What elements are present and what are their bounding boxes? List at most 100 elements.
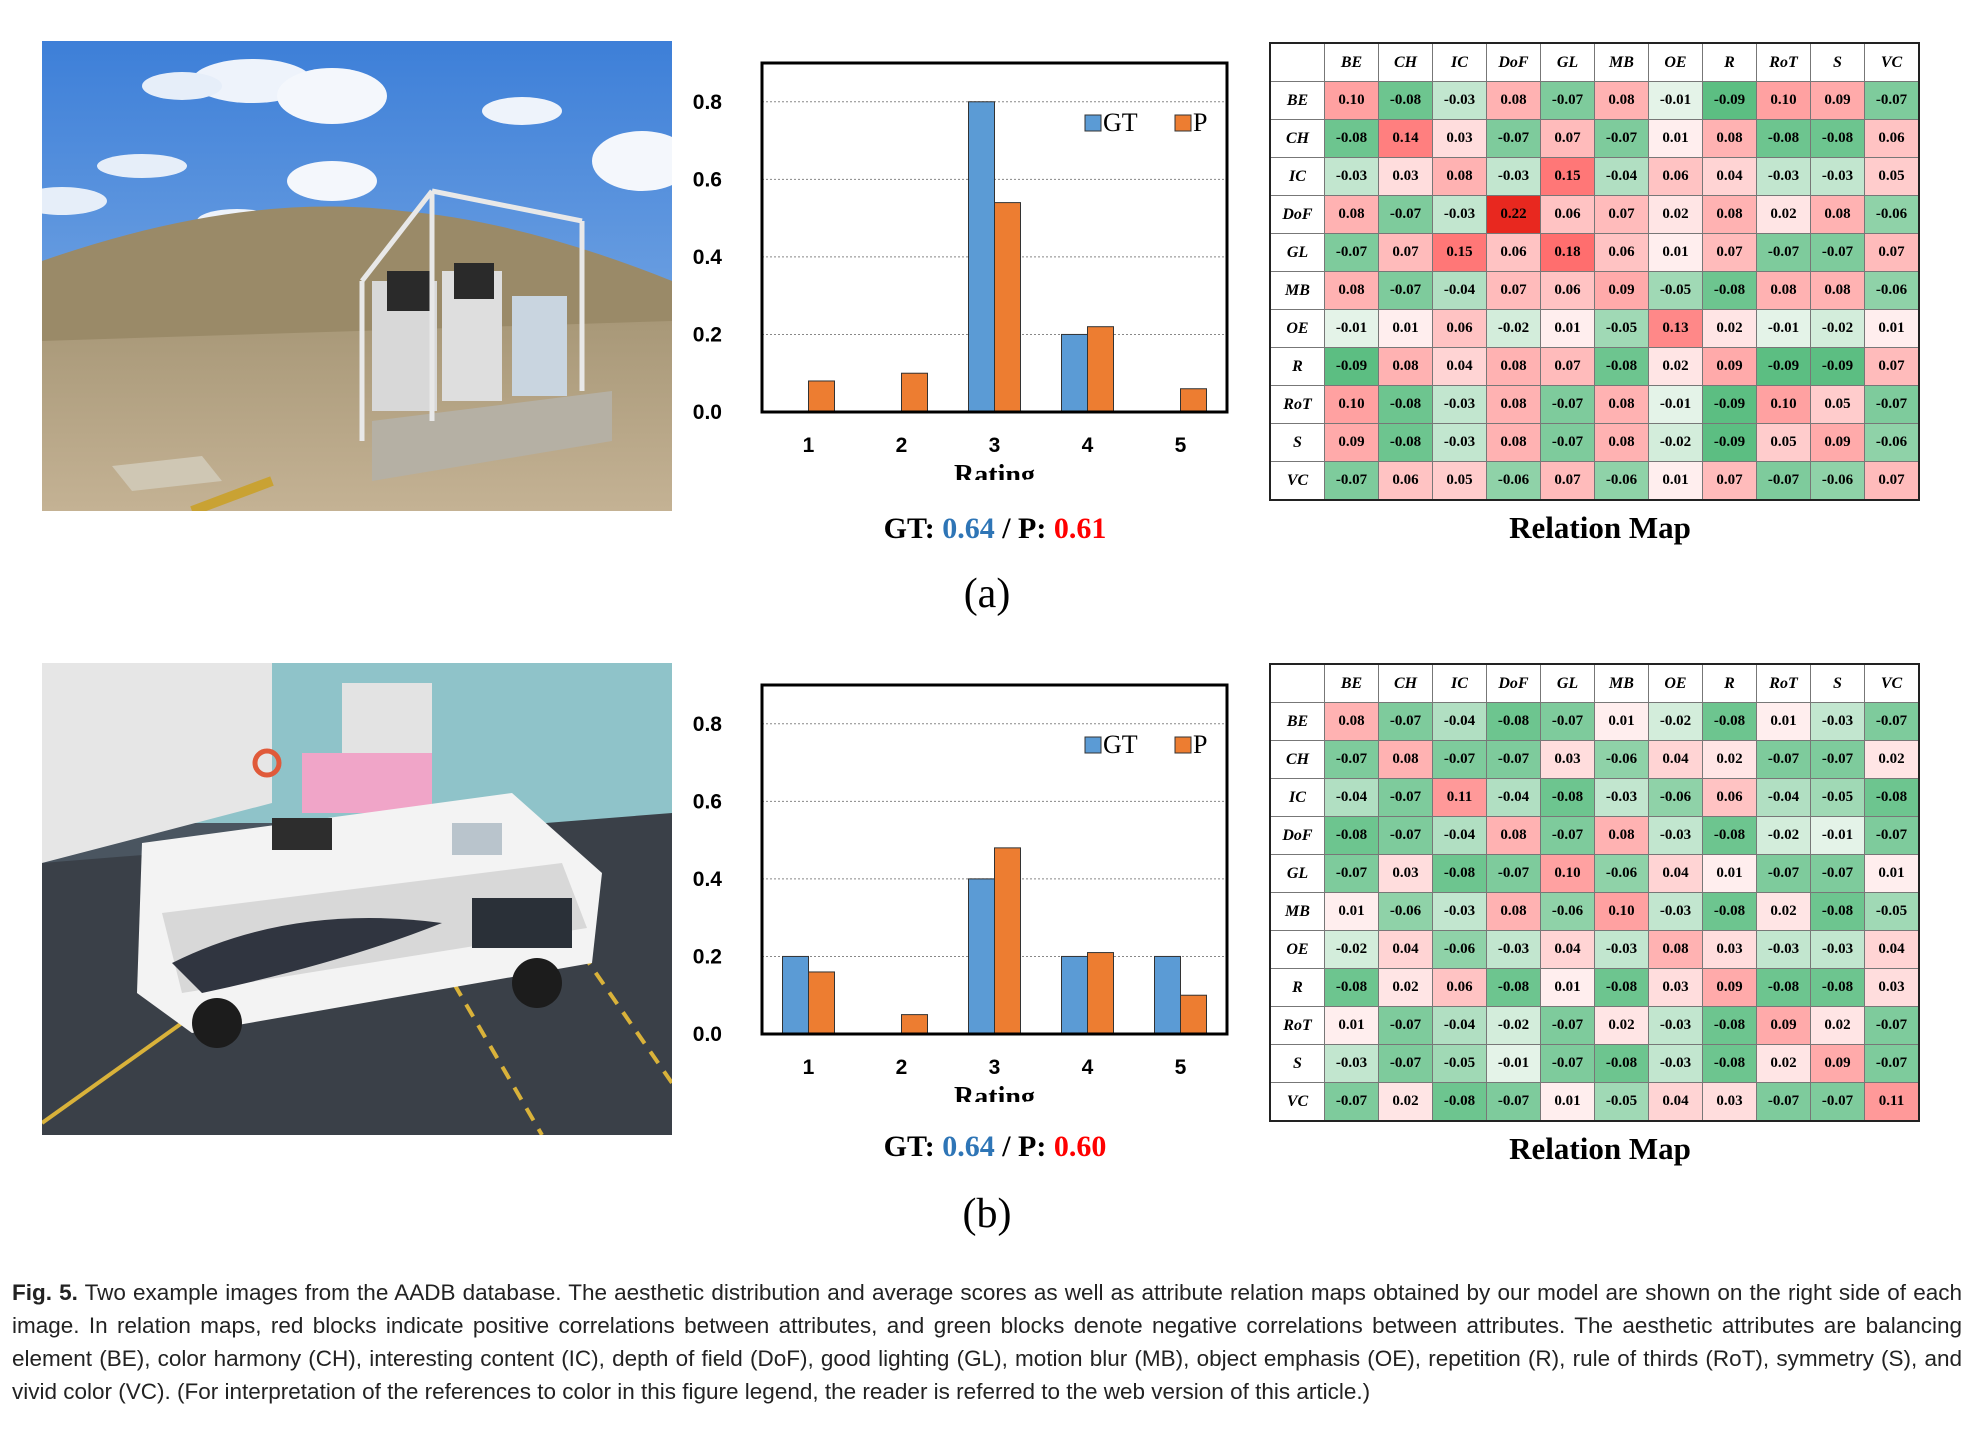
average-score-b: GT: 0.64 / P: 0.60 [745, 1130, 1245, 1164]
relation-cell: 0.01 [1540, 968, 1595, 1007]
column-header: OE [1648, 42, 1703, 82]
relation-map-header-row: BE CH IC DoF GL MB OE R RoT S VC [1269, 663, 1920, 703]
y-tick-label: 0.8 [693, 713, 723, 736]
relation-cell: -0.06 [1864, 423, 1920, 462]
relation-cell: -0.07 [1756, 740, 1811, 779]
relation-cell: -0.07 [1486, 1082, 1541, 1122]
column-header: BE [1324, 42, 1379, 82]
relation-cell: -0.04 [1486, 778, 1541, 817]
relation-cell: 0.01 [1864, 309, 1920, 348]
relation-cell: -0.09 [1324, 347, 1379, 386]
relation-cell: -0.07 [1864, 816, 1920, 855]
relation-cell: 0.01 [1648, 119, 1703, 158]
row-header: R [1269, 968, 1325, 1007]
relation-cell: -0.08 [1864, 778, 1920, 817]
relation-map-row: GL -0.07 0.07 0.15 0.06 0.18 0.06 0.01 0.07 -0.07… [1269, 233, 1920, 272]
row-header: IC [1269, 778, 1325, 817]
relation-cell: 0.08 [1594, 385, 1649, 424]
relation-cell: -0.03 [1648, 1006, 1703, 1045]
x-tick-label: 2 [896, 434, 908, 457]
relation-cell: 0.07 [1378, 233, 1433, 272]
y-tick-label: 0.2 [693, 323, 722, 346]
relation-cell: -0.09 [1702, 423, 1757, 462]
relation-cell: 0.10 [1594, 892, 1649, 931]
relation-cell: -0.08 [1378, 423, 1433, 462]
relation-cell: -0.07 [1378, 778, 1433, 817]
relation-cell: -0.02 [1756, 816, 1811, 855]
relation-cell: -0.03 [1432, 385, 1487, 424]
relation-cell: -0.09 [1702, 81, 1757, 120]
relation-map-row: BE 0.08 -0.07 -0.04 -0.08 -0.07 0.01 -0.02 -0.08… [1269, 702, 1920, 741]
column-header: R [1702, 42, 1757, 82]
bar-gt [968, 878, 995, 1035]
relation-cell: -0.03 [1810, 702, 1865, 741]
row-header: R [1269, 347, 1325, 386]
example-photo-gas-station [42, 41, 672, 511]
relation-cell: -0.03 [1594, 930, 1649, 969]
relation-cell: 0.06 [1540, 271, 1595, 310]
row-header: RoT [1269, 385, 1325, 424]
relation-cell: -0.07 [1378, 195, 1433, 234]
relation-cell: -0.05 [1594, 309, 1649, 348]
relation-cell: -0.02 [1486, 1006, 1541, 1045]
column-header: RoT [1756, 42, 1811, 82]
bar-p [1087, 326, 1114, 413]
relation-cell: -0.05 [1432, 1044, 1487, 1083]
y-tick-label: 0.8 [693, 91, 723, 114]
relation-cell: 0.02 [1756, 892, 1811, 931]
relation-cell: -0.06 [1486, 461, 1541, 501]
relation-cell: 0.02 [1702, 740, 1757, 779]
relation-cell: 0.04 [1864, 930, 1920, 969]
relation-cell: -0.02 [1648, 423, 1703, 462]
x-axis-label: Rating [954, 460, 1035, 480]
column-header: S [1810, 663, 1865, 703]
x-tick-label: 1 [803, 434, 815, 457]
relation-cell: -0.07 [1324, 740, 1379, 779]
relation-cell: 0.04 [1432, 347, 1487, 386]
relation-cell: -0.06 [1864, 195, 1920, 234]
score-p-value: 0.61 [1053, 512, 1107, 545]
relation-cell: -0.07 [1486, 854, 1541, 893]
column-header: OE [1648, 663, 1703, 703]
bar-gt [782, 955, 809, 1035]
relation-cell: -0.07 [1540, 702, 1595, 741]
relation-cell: -0.01 [1810, 816, 1865, 855]
bar-p [1087, 952, 1114, 1035]
relation-map-title: Relation Map [1509, 510, 1691, 545]
bar-gt [1154, 955, 1181, 1035]
relation-cell: -0.03 [1756, 157, 1811, 196]
relation-cell: -0.08 [1540, 778, 1595, 817]
relation-cell: 0.02 [1864, 740, 1920, 779]
relation-cell: 0.08 [1486, 892, 1541, 931]
example-photo-rv-ferry [42, 663, 672, 1135]
relation-cell: -0.07 [1324, 1082, 1379, 1122]
relation-cell: -0.07 [1864, 385, 1920, 424]
relation-cell: 0.02 [1648, 347, 1703, 386]
x-tick-label: 3 [989, 434, 1001, 457]
relation-cell: -0.03 [1648, 1044, 1703, 1083]
row-header: CH [1269, 119, 1325, 158]
row-header: MB [1269, 271, 1325, 310]
relation-map-row: CH -0.07 0.08 -0.07 -0.07 0.03 -0.06 0.04 0.02 -0… [1269, 740, 1920, 779]
relation-cell: 0.09 [1810, 1044, 1865, 1083]
bar-p [808, 971, 835, 1035]
relation-cell: 0.07 [1486, 271, 1541, 310]
plot-frame [760, 683, 1229, 1036]
row-header: S [1269, 1044, 1325, 1083]
relation-cell: 0.02 [1756, 195, 1811, 234]
relation-cell: -0.03 [1324, 1044, 1379, 1083]
relation-cell: -0.02 [1648, 702, 1703, 741]
column-header: GL [1540, 663, 1595, 703]
relation-cell: 0.09 [1702, 968, 1757, 1007]
bar-p [901, 372, 928, 413]
legend-swatch-gt [1084, 114, 1102, 132]
relation-cell: -0.04 [1432, 271, 1487, 310]
relation-cell: -0.08 [1486, 968, 1541, 1007]
column-header: IC [1432, 663, 1487, 703]
column-header: VC [1864, 663, 1920, 703]
relation-cell: 0.01 [1324, 1006, 1379, 1045]
relation-cell: 0.03 [1378, 854, 1433, 893]
relation-map-row: IC -0.03 0.03 0.08 -0.03 0.15 -0.04 0.06 0.04 -0.… [1269, 157, 1920, 196]
relation-cell: -0.06 [1432, 930, 1487, 969]
legend-label-gt: GT [1103, 730, 1138, 759]
